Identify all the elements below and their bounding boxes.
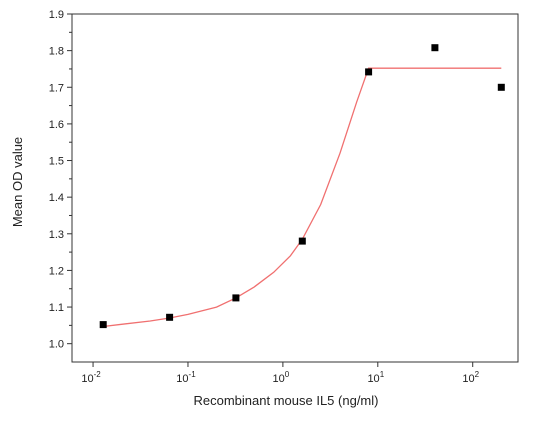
data-points-layer — [99, 44, 505, 329]
data-point — [431, 44, 439, 52]
data-point — [99, 321, 107, 329]
y-tick-label: 1.0 — [49, 339, 64, 351]
x-tick-label: 100 — [273, 370, 290, 385]
y-axis-title: Mean OD value — [10, 137, 25, 227]
x-axis-title: Recombinant mouse IL5 (ng/ml) — [194, 393, 379, 408]
data-point — [232, 294, 240, 302]
x-tick-label: 101 — [367, 370, 384, 385]
y-tick-label: 1.1 — [49, 302, 64, 314]
plot-border — [71, 13, 519, 363]
plot-frame — [71, 13, 519, 363]
y-tick-label: 1.3 — [49, 229, 64, 241]
x-tick-label: 102 — [462, 370, 479, 385]
x-tick-label: 10-2 — [81, 370, 101, 385]
data-point — [298, 237, 306, 245]
y-tick-label: 1.4 — [49, 192, 64, 204]
fit-curve-layer — [103, 67, 502, 328]
y-tick-label: 1.6 — [49, 119, 64, 131]
x-tick-label: 10-1 — [176, 370, 196, 385]
data-point — [166, 313, 174, 321]
y-tick-label: 1.9 — [49, 9, 64, 21]
data-point — [497, 83, 505, 91]
y-tick-label: 1.5 — [49, 156, 64, 168]
axes-layer: 1.0 1.1 1.2 1.3 1.4 1.5 1.6 1.7 1.8 1.9 10-2 10-1 10… — [49, 9, 480, 385]
fit-curve — [103, 67, 502, 328]
y-tick-label: 1.7 — [49, 82, 64, 94]
y-tick-label: 1.8 — [49, 46, 64, 58]
data-point — [365, 68, 373, 76]
y-tick-label: 1.2 — [49, 265, 64, 277]
